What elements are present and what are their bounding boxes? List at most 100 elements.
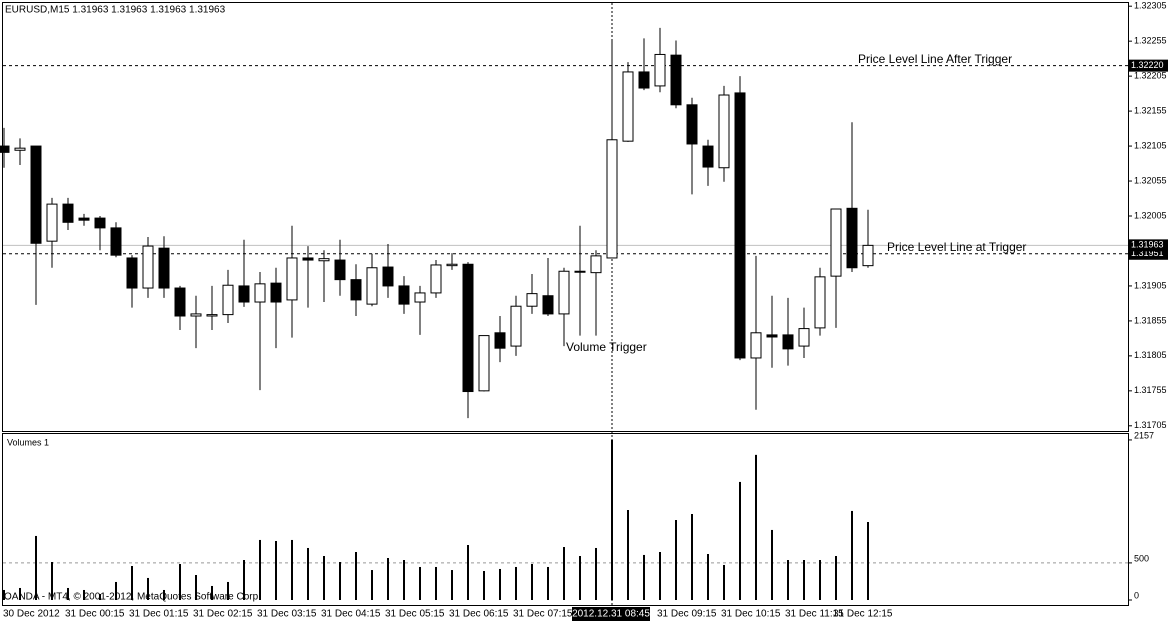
candle-body: [398, 285, 410, 305]
candle-body: [382, 266, 394, 287]
y-tick-label: 1.31855: [1134, 315, 1167, 325]
candle-body: [478, 335, 490, 392]
annotation: Volume Trigger: [566, 340, 647, 354]
candle-body: [334, 259, 346, 281]
candle-body: [734, 92, 746, 359]
candle-body: [14, 147, 26, 151]
candle-body: [270, 282, 282, 303]
bid-box: [1129, 239, 1168, 252]
x-tick-label: 31 Dec 05:15: [385, 609, 445, 620]
y-tick-label: 1.32105: [1134, 140, 1167, 150]
candle-body: [126, 257, 138, 289]
price-box: [1129, 59, 1168, 72]
candle-body: [62, 203, 74, 223]
candle-body: [526, 293, 538, 307]
candle-body: [782, 334, 794, 350]
candle-body: [350, 279, 362, 301]
x-tick-label: 31 Dec 06:15: [449, 609, 509, 620]
candle-body: [430, 264, 442, 294]
crosshair-box: [572, 607, 650, 621]
candle-body: [638, 71, 650, 89]
candle-body: [510, 305, 522, 347]
y-tick-label: 1.31805: [1134, 350, 1167, 360]
x-tick-label: 31 Dec 02:15: [193, 609, 253, 620]
candle-body: [30, 145, 42, 244]
y-tick-label: 500: [1134, 553, 1149, 563]
crosshair-label: 2012.12.31 08:45: [572, 609, 650, 620]
y-tick-label: 1.32255: [1134, 36, 1167, 46]
candle-body: [158, 247, 170, 289]
x-tick-label: 31 Dec 12:15: [833, 609, 893, 620]
candle-body: [174, 287, 186, 317]
x-tick-label: 31 Dec 01:15: [129, 609, 189, 620]
x-tick-label: 30 Dec 2012: [3, 609, 60, 620]
y-tick-label: 1.32005: [1134, 210, 1167, 220]
candle-body: [830, 208, 842, 277]
candle-body: [78, 217, 90, 221]
candle-body: [46, 203, 58, 242]
candle-body: [286, 257, 298, 301]
y-tick-label: 1.32205: [1134, 71, 1167, 81]
candle-body: [190, 313, 202, 317]
candle-body: [846, 207, 858, 269]
candle-body: [238, 285, 250, 303]
candle-body: [318, 258, 330, 262]
x-tick-label: 31 Dec 11:15: [785, 609, 844, 620]
y-tick-label: 0: [1134, 590, 1139, 600]
candle-body: [94, 217, 106, 229]
candle-body: [446, 263, 458, 267]
candle-body: [302, 257, 314, 261]
candle-body: [558, 270, 570, 315]
candle-body: [654, 53, 666, 87]
candle-body: [0, 145, 10, 153]
chart-title: EURUSD,M15 1.31963 1.31963 1.31963 1.319…: [5, 5, 226, 16]
x-tick-label: 31 Dec 04:15: [321, 609, 381, 620]
candle-body: [622, 71, 634, 142]
candle-body: [574, 270, 586, 273]
x-tick-label: 31 Dec 07:15: [513, 609, 573, 620]
candle-body: [542, 295, 554, 315]
candle-body: [766, 334, 778, 338]
candle-body: [366, 267, 378, 305]
y-tick-label: 1.32155: [1134, 105, 1167, 115]
price-panel: [2, 2, 1129, 432]
y-tick-label: 1.31705: [1134, 420, 1167, 430]
candle-body: [750, 332, 762, 359]
y-tick-label: 2157: [1134, 430, 1154, 440]
candle-body: [110, 227, 122, 256]
bid-box-label: 1.31963: [1131, 240, 1164, 250]
candle-body: [494, 332, 506, 349]
y-tick-label: 1.32305: [1134, 1, 1167, 11]
price-level-label: Price Level Line at Trigger: [887, 240, 1026, 254]
candle-body: [798, 328, 810, 347]
footer: OANDA - MT4, © 2001-2012, MetaQuotes Sof…: [4, 592, 261, 603]
volume-title: Volumes 1: [7, 437, 49, 447]
x-tick-label: 31 Dec 10:15: [721, 609, 781, 620]
x-tick-label: 31 Dec 00:15: [65, 609, 125, 620]
candle-body: [718, 94, 730, 169]
candle-body: [606, 139, 618, 259]
candle-body: [222, 284, 234, 316]
y-tick-label: 1.31905: [1134, 280, 1167, 290]
candle-body: [702, 145, 714, 168]
candle-body: [814, 276, 826, 329]
candle-body: [142, 245, 154, 289]
price-box-label: 1.32220: [1131, 60, 1164, 70]
price-box-label: 1.31951: [1131, 248, 1164, 258]
candle-body: [206, 314, 218, 317]
candle-body: [862, 244, 874, 267]
x-tick-label: 31 Dec 03:15: [257, 609, 317, 620]
price-level-label: Price Level Line After Trigger: [858, 52, 1012, 66]
candle-body: [686, 104, 698, 145]
candle-body: [462, 263, 474, 393]
candle-body: [590, 255, 602, 274]
x-tick-label: 31 Dec 09:15: [657, 609, 717, 620]
candle-body: [670, 54, 682, 106]
volume-panel: [2, 433, 1129, 606]
y-tick-label: 1.32055: [1134, 175, 1167, 185]
y-tick-label: 1.31755: [1134, 385, 1167, 395]
candle-body: [254, 283, 266, 303]
candle-body: [414, 292, 426, 303]
